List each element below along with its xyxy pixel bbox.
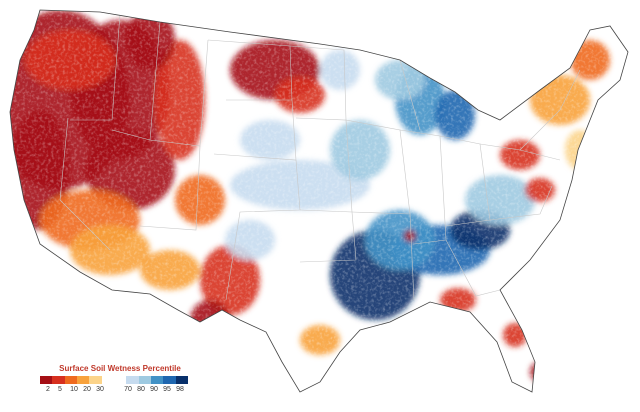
wetness-zone-near-normal-wet [420,315,470,345]
legend-tick: 90 [150,386,158,393]
legend-tick: 98 [176,386,184,393]
state-borders [59,13,581,301]
legend-tick: 5 [58,386,62,393]
legend-swatch-near-normal-wet [126,376,139,384]
legend-color-bar [40,376,188,384]
legend-swatch-slightly-wet [138,376,151,384]
legend-tick: 10 [70,386,78,393]
legend: Surface Soil Wetness Percentile 2 5 10 20 30… [40,364,200,404]
legend-tick: 95 [163,386,171,393]
legend-tick: 2 [46,386,50,393]
legend-swatch-moderately-wet [150,376,164,384]
legend-swatch-near-normal-dry [89,376,102,384]
legend-swatch-dry [52,376,65,384]
legend-swatch-very-wet [175,376,188,384]
legend-tick: 30 [96,386,104,393]
legend-title: Surface Soil Wetness Percentile [59,364,181,373]
legend-swatch-moderately-dry [64,376,77,384]
legend-tick: 20 [83,386,91,393]
legend-swatch-slightly-dry [76,376,90,384]
legend-gap [101,376,127,384]
legend-swatch-wet [163,376,176,384]
legend-swatch-very-dry [40,376,53,384]
legend-tick: 80 [137,386,145,393]
legend-tick: 70 [124,386,132,393]
